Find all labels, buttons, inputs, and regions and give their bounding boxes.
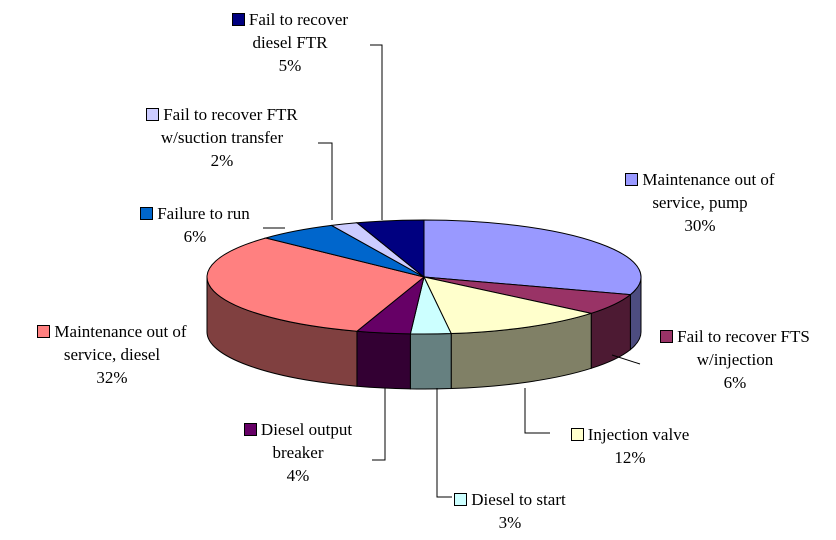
legend-swatch bbox=[243, 423, 257, 436]
legend-entry: Fail to recover FTS w/injection bbox=[643, 325, 828, 371]
value-label: 6% bbox=[723, 373, 747, 392]
legend-entry: Injection valve bbox=[530, 423, 730, 446]
legend-entry: Fail to recover FTR w/suction transfer bbox=[127, 103, 317, 149]
data-label: Maintenance out of service, pump 30% bbox=[605, 168, 795, 237]
value-label: 5% bbox=[278, 56, 302, 75]
legend-swatch bbox=[625, 173, 639, 186]
legend-swatch bbox=[570, 428, 584, 441]
legend-entry: Diesel output breaker bbox=[228, 418, 368, 464]
value-label: 3% bbox=[498, 513, 522, 532]
legend-swatch bbox=[146, 108, 160, 121]
leader-line bbox=[524, 388, 550, 434]
category-name: Fail to recover diesel FTR bbox=[248, 10, 349, 52]
data-label: Fail to recover diesel FTR 5% bbox=[215, 8, 365, 77]
data-label: Diesel to start 3% bbox=[410, 488, 610, 534]
pie-side bbox=[409, 333, 452, 390]
category-name: Maintenance out of service, pump bbox=[642, 170, 775, 212]
leader-line bbox=[611, 354, 641, 365]
pie-slice bbox=[423, 219, 642, 296]
legend-entry: Diesel to start bbox=[410, 488, 610, 511]
legend-swatch bbox=[660, 330, 674, 343]
value-label: 2% bbox=[210, 151, 234, 170]
category-name: Fail to recover FTR w/suction transfer bbox=[160, 105, 298, 147]
legend-swatch bbox=[454, 493, 468, 506]
value-label: 4% bbox=[286, 466, 310, 485]
pie-slice bbox=[423, 276, 594, 335]
data-label: Failure to run 6% bbox=[95, 202, 295, 248]
legend-entry: Fail to recover diesel FTR bbox=[215, 8, 365, 54]
data-label: Injection valve 12% bbox=[530, 423, 730, 469]
data-label: Diesel output breaker 4% bbox=[228, 418, 368, 487]
legend-entry: Failure to run bbox=[95, 202, 295, 225]
value-label: 6% bbox=[183, 227, 207, 246]
leader-line bbox=[436, 388, 452, 498]
category-name: Maintenance out of service, diesel bbox=[54, 322, 187, 364]
category-name: Fail to recover FTS w/injection bbox=[677, 327, 810, 369]
category-name: Injection valve bbox=[587, 425, 690, 444]
category-name: Diesel to start bbox=[471, 490, 566, 509]
leader-line bbox=[370, 44, 383, 220]
value-label: 12% bbox=[614, 448, 646, 467]
legend-entry: Maintenance out of service, diesel bbox=[17, 320, 207, 366]
legend-swatch bbox=[140, 207, 154, 220]
pie-side bbox=[356, 330, 411, 390]
category-name: Failure to run bbox=[157, 204, 250, 223]
data-label: Maintenance out of service, diesel 32% bbox=[17, 320, 207, 389]
pie-slice bbox=[355, 219, 425, 279]
leader-line bbox=[318, 142, 333, 220]
legend-swatch bbox=[37, 325, 51, 338]
pie-slice bbox=[206, 237, 426, 332]
category-name: Diesel output breaker bbox=[260, 420, 353, 462]
value-label: 30% bbox=[684, 216, 716, 235]
data-label: Fail to recover FTS w/injection 6% bbox=[643, 325, 828, 394]
data-label: Fail to recover FTR w/suction transfer 2% bbox=[127, 103, 317, 172]
legend-entry: Maintenance out of service, pump bbox=[605, 168, 795, 214]
value-label: 32% bbox=[96, 368, 128, 387]
leader-line bbox=[372, 388, 386, 461]
legend-swatch bbox=[231, 13, 245, 26]
